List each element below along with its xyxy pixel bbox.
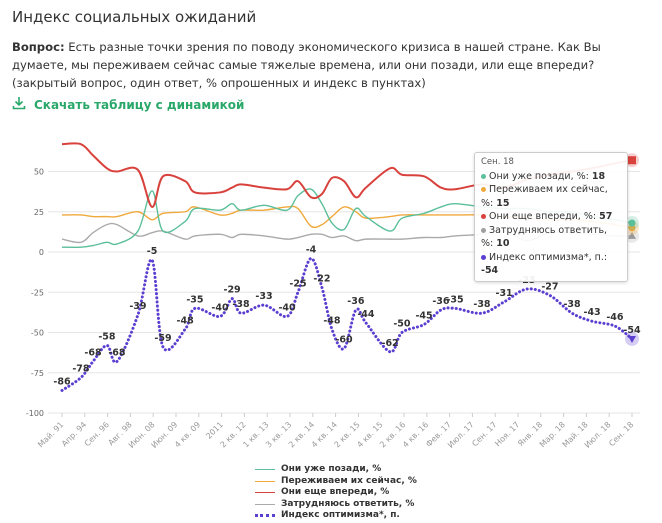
- legend-item[interactable]: Затрудняюсь ответить, %: [255, 499, 417, 511]
- data-label: -54: [623, 325, 641, 336]
- series-line-4: [60, 256, 634, 392]
- data-label: -27: [541, 281, 558, 292]
- data-label: -4: [306, 244, 317, 255]
- data-label: -40: [278, 302, 296, 313]
- download-icon: [12, 96, 26, 113]
- legend-item[interactable]: Переживаем их сейчас, %: [255, 476, 417, 488]
- data-label: -40: [211, 302, 229, 313]
- data-label: -33: [255, 291, 272, 302]
- data-label: -46: [606, 312, 624, 323]
- x-tick-label: Сен. 96: [83, 420, 111, 448]
- y-tick-label: -75: [31, 369, 44, 378]
- x-tick-label: Май. 91: [36, 420, 65, 449]
- data-label: -22: [313, 273, 330, 284]
- x-tick-label: 2011: [204, 420, 225, 441]
- data-label: -35: [446, 294, 463, 305]
- legend-swatch: [255, 492, 275, 494]
- tooltip-value: 57: [599, 211, 613, 222]
- data-label: -38: [473, 299, 491, 310]
- chart-tooltip: Сен. 18 Они уже позади, %: 18 Переживаем …: [474, 152, 628, 282]
- y-tick-label: 0: [39, 248, 44, 257]
- series-dot-icon: [481, 187, 486, 192]
- tooltip-label: Они уже позади, %:: [489, 170, 592, 182]
- download-table-link[interactable]: Скачать таблицу с динамикой: [12, 96, 244, 113]
- data-label: -31: [496, 288, 513, 299]
- legend-swatch: [255, 480, 275, 482]
- data-label: -78: [72, 364, 90, 375]
- data-label: -29: [224, 285, 241, 296]
- data-label: -68: [84, 347, 102, 358]
- data-label: -58: [98, 331, 116, 342]
- legend-swatch: [255, 514, 275, 518]
- tooltip-label: Затрудняюсь ответить, %:: [481, 224, 608, 250]
- chart-legend: Они уже позади, % Переживаем их сейчас, %…: [255, 464, 417, 522]
- download-label: Скачать таблицу с динамикой: [34, 97, 245, 112]
- tooltip-label: Переживаем их сейчас, %:: [481, 184, 608, 209]
- end-marker-triangle-down: [628, 335, 636, 343]
- legend-swatch: [255, 503, 275, 505]
- data-label: -68: [108, 347, 126, 358]
- end-marker-triangle: [628, 231, 636, 239]
- tooltip-value: 10: [496, 238, 510, 249]
- tooltip-value: 18: [591, 170, 606, 182]
- data-label: -86: [53, 376, 71, 387]
- legend-swatch: [255, 469, 275, 471]
- series-dot-icon: [481, 254, 486, 260]
- data-label: -25: [289, 278, 306, 289]
- series-dot-icon: [481, 173, 486, 179]
- end-marker-circle: [628, 224, 636, 232]
- data-label: -59: [154, 333, 171, 344]
- y-tick-label: -25: [31, 288, 44, 297]
- tooltip-row: Переживаем их сейчас, %: 15: [481, 183, 621, 210]
- data-label: -5: [147, 246, 158, 257]
- tooltip-label: Индекс оптимизма*, п.:: [489, 251, 608, 263]
- legend-item[interactable]: Индекс оптимизма*, п.: [255, 510, 417, 522]
- end-marker-square: [628, 156, 636, 165]
- legend-label: Затрудняюсь ответить, %: [281, 498, 415, 509]
- tooltip-value: -54: [481, 265, 499, 276]
- data-label: -48: [323, 315, 341, 326]
- legend-label: Они уже позади, %: [281, 464, 382, 474]
- page-title: Индекс социальных ожиданий: [12, 8, 257, 26]
- data-label: -48: [177, 315, 195, 326]
- data-label: -38: [563, 299, 581, 310]
- tooltip-label: Они еще впереди, %:: [489, 211, 600, 222]
- tooltip-value: 15: [496, 197, 510, 209]
- data-label: -36: [347, 296, 365, 307]
- tooltip-row: Индекс оптимизма*, п.: -54: [481, 251, 621, 278]
- question-text: Вопрос: Есть разные точки зрения по пово…: [12, 38, 652, 92]
- series-dot-icon: [481, 227, 486, 233]
- x-tick-label: Сен. 18: [607, 420, 635, 448]
- legend-label: Они еще впереди, %: [281, 487, 390, 497]
- data-label: -62: [382, 338, 399, 349]
- data-label: -45: [415, 310, 432, 321]
- data-label: -35: [186, 294, 203, 305]
- question-label: Вопрос:: [12, 40, 65, 54]
- data-label: -36: [432, 296, 450, 307]
- data-label: -60: [335, 335, 353, 346]
- tooltip-row: Они уже позади, %: 18: [481, 170, 621, 184]
- question-body: Есть разные точки зрения по поводу эконо…: [12, 40, 601, 90]
- data-label: -50: [393, 319, 411, 330]
- y-tick-label: -50: [31, 329, 44, 338]
- legend-label: Переживаем их сейчас, %: [281, 475, 417, 486]
- data-label: -38: [232, 299, 250, 310]
- data-label: -43: [584, 307, 601, 318]
- series-dot-icon: [481, 214, 486, 219]
- tooltip-row: Затрудняюсь ответить, %: 10: [481, 224, 621, 251]
- y-tick-label: -100: [26, 409, 44, 418]
- tooltip-header: Сен. 18: [481, 157, 514, 167]
- legend-item[interactable]: Они еще впереди, %: [255, 487, 417, 499]
- legend-item[interactable]: Они уже позади, %: [255, 464, 417, 476]
- data-label: -44: [357, 309, 375, 320]
- end-marker-circle: [628, 219, 636, 227]
- data-label: -39: [129, 301, 146, 312]
- tooltip-row: Они еще впереди, %: 57: [481, 210, 621, 224]
- legend-label: Индекс оптимизма*, п.: [281, 510, 400, 520]
- y-tick-label: 50: [34, 168, 44, 177]
- y-tick-label: 25: [34, 208, 44, 217]
